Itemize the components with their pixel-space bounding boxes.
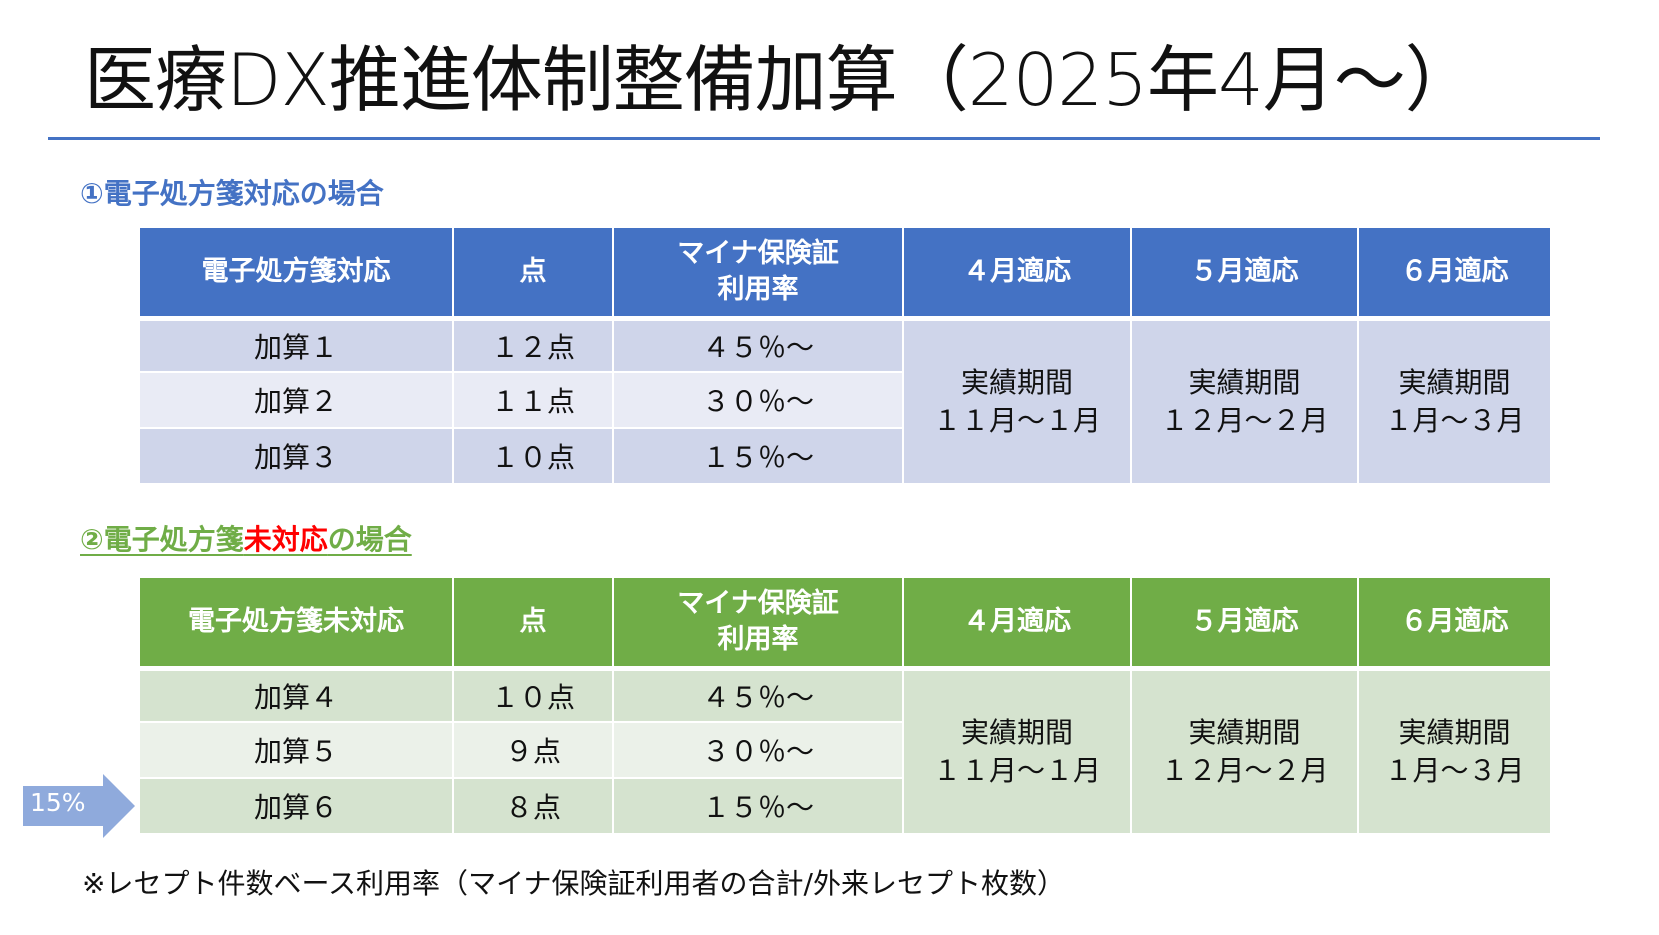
header-june: ６月適応 bbox=[1357, 576, 1552, 671]
header-april: ４月適応 bbox=[902, 576, 1132, 671]
header-rate: マイナ保険証 利用率 bbox=[612, 226, 904, 321]
section1-table: 電子処方箋対応 点 マイナ保険証 利用率 ４月適応 ５月適応 ６月適応 加算１ １… bbox=[138, 226, 1552, 485]
section2-table: 電子処方箋未対応 点 マイナ保険証 利用率 ４月適応 ５月適応 ６月適応 加算４ … bbox=[138, 576, 1552, 835]
table-row: 加算１ １２点 ４５％～ 実績期間 １１月～１月 実績期間 １２月～２月 実績期間 １… bbox=[138, 317, 1552, 485]
row-name: 加算１ bbox=[138, 317, 454, 373]
row-rate: ３０％～ bbox=[612, 371, 904, 429]
header-points: 点 bbox=[452, 226, 614, 321]
header-ep: 電子処方箋対応 bbox=[138, 226, 454, 321]
row-name: 加算２ bbox=[138, 371, 454, 429]
table-row: 加算４ １０点 ４５％～ 実績期間 １１月～１月 実績期間 １２月～２月 実績期間 １… bbox=[138, 667, 1552, 835]
table-row: 加算５ ９点 ３０％～ bbox=[138, 721, 1551, 779]
period-april: 実績期間 １１月～１月 bbox=[902, 667, 1132, 835]
heading-highlight: 未対応 bbox=[243, 523, 328, 556]
row-rate: ３０％～ bbox=[612, 721, 904, 779]
row-points: １２点 bbox=[452, 317, 614, 373]
period-june: 実績期間 １月～３月 bbox=[1357, 317, 1552, 485]
row-rate: ４５％～ bbox=[612, 317, 904, 373]
row-rate: ４５％～ bbox=[612, 667, 904, 723]
header-may: ５月適応 bbox=[1130, 576, 1359, 671]
footnote: ※レセプト件数ベース利用率（マイナ保険証利用者の合計/外来レセプト枚数） bbox=[82, 867, 1065, 900]
section1-heading: ①電子処方箋対応の場合 bbox=[80, 177, 384, 210]
row-name: 加算３ bbox=[138, 427, 454, 485]
row-points: １０点 bbox=[452, 667, 614, 723]
row-points: ９点 bbox=[452, 721, 614, 779]
page-title: 医療DX推進体制整備加算（2025年4月～） bbox=[84, 38, 1477, 122]
arrow-right-icon bbox=[23, 774, 135, 838]
table-row: 加算３ １０点 １５％～ bbox=[138, 427, 1551, 485]
row-rate: １５％～ bbox=[612, 777, 904, 835]
header-points: 点 bbox=[452, 576, 614, 671]
section2-heading: ②電子処方箋未対応の場合 bbox=[80, 523, 412, 556]
header-may: ５月適応 bbox=[1130, 226, 1359, 321]
title-divider bbox=[48, 137, 1600, 140]
header-rate: マイナ保険証 利用率 bbox=[612, 576, 904, 671]
header-ep: 電子処方箋未対応 bbox=[138, 576, 454, 671]
period-may: 実績期間 １２月～２月 bbox=[1130, 667, 1359, 835]
table-row: 加算６ ８点 １５％～ bbox=[138, 777, 1551, 835]
period-april: 実績期間 １１月～１月 bbox=[902, 317, 1132, 485]
row-rate: １５％～ bbox=[612, 427, 904, 485]
header-june: ６月適応 bbox=[1357, 226, 1552, 321]
row-name: 加算５ bbox=[138, 721, 454, 779]
row-name: 加算６ bbox=[138, 777, 454, 835]
period-june: 実績期間 １月～３月 bbox=[1357, 667, 1552, 835]
period-may: 実績期間 １２月～２月 bbox=[1130, 317, 1359, 485]
row-points: １０点 bbox=[452, 427, 614, 485]
row-points: １１点 bbox=[452, 371, 614, 429]
arrow-label: 15% bbox=[30, 788, 86, 817]
header-april: ４月適応 bbox=[902, 226, 1132, 321]
row-points: ８点 bbox=[452, 777, 614, 835]
table-row: 加算２ １１点 ３０％～ bbox=[138, 371, 1551, 429]
row-name: 加算４ bbox=[138, 667, 454, 723]
